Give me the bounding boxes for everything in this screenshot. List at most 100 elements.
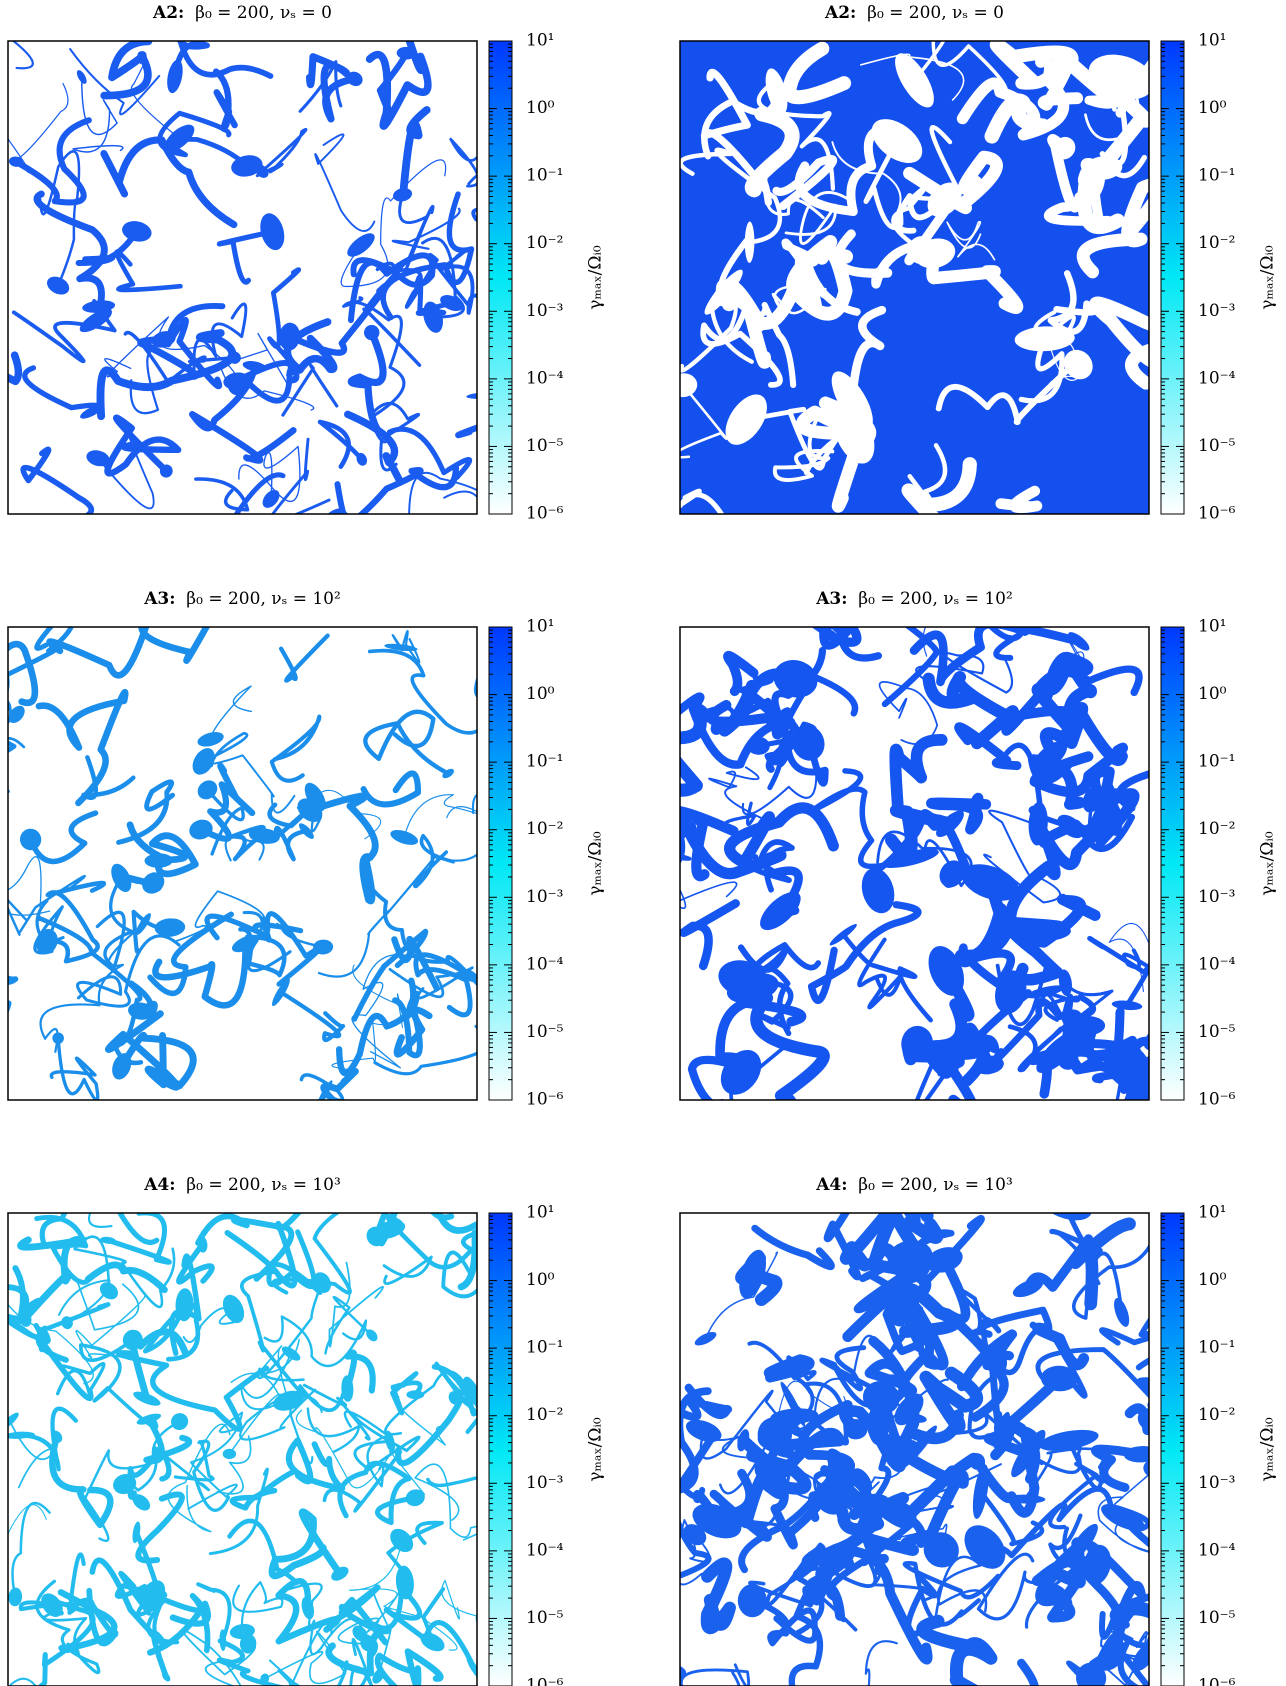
patch: [1178, 1355, 1225, 1399]
patch: [355, 1121, 388, 1145]
filament: [378, 1213, 477, 1247]
filament: [946, 220, 996, 261]
colorbar-tick-label: 10⁻⁵: [1198, 436, 1236, 456]
patch: [262, 489, 280, 508]
filament: [989, 41, 1079, 88]
patch: [900, 1425, 937, 1470]
filament: [55, 1361, 106, 1396]
filament: [715, 278, 767, 332]
patch: [1032, 740, 1068, 774]
filament: [224, 836, 265, 862]
filament: [819, 1345, 888, 1408]
filament: [35, 688, 129, 807]
filament: [8, 1504, 47, 1535]
filament: [371, 1585, 477, 1671]
filament: [373, 1024, 477, 1076]
filament: [233, 360, 294, 404]
filament: [327, 481, 348, 514]
patch: [526, 136, 550, 161]
patch: [440, 295, 464, 311]
patch: [862, 1380, 900, 1415]
filament: [976, 1552, 1069, 1629]
colorbar-tick-label: 10⁰: [526, 1270, 555, 1290]
patch: [725, 394, 767, 445]
filament: [1104, 1601, 1149, 1667]
filament: [1047, 270, 1099, 335]
colorbar-tick-label: 10⁰: [1198, 98, 1227, 118]
patch: [843, 1419, 868, 1440]
filament: [8, 640, 39, 707]
filament: [704, 1251, 778, 1340]
filament: [44, 880, 107, 964]
filament: [49, 1036, 100, 1100]
filament: [876, 830, 973, 888]
filament: [83, 1420, 181, 1542]
filament: [840, 932, 933, 1023]
filament: [720, 1043, 789, 1100]
filament: [700, 68, 773, 207]
filament: [18, 1552, 86, 1615]
filament: [365, 41, 432, 130]
filament: [324, 1295, 374, 1355]
filament: [786, 234, 854, 321]
patch: [1068, 1523, 1098, 1561]
filament: [281, 363, 339, 417]
patch: [228, 351, 241, 364]
filament: [935, 364, 1073, 425]
patch: [466, 392, 477, 399]
filament: [995, 921, 1049, 1027]
filament: [857, 937, 903, 1010]
colorbar-tick-label: 10⁻⁴: [526, 954, 564, 974]
patch: [685, 1419, 722, 1443]
filament: [1109, 1513, 1149, 1629]
patch: [372, 1220, 406, 1240]
filament: [143, 1416, 193, 1464]
colorbar-tick-label: 10⁻³: [1198, 301, 1235, 321]
patch: [0, 561, 9, 582]
filament: [367, 648, 477, 735]
filament: [723, 801, 757, 827]
colorbar-tick-label: 10⁻²: [526, 819, 563, 839]
filament: [765, 1411, 826, 1550]
filament: [1031, 1536, 1098, 1623]
patch: [760, 891, 801, 931]
filament: [372, 1588, 392, 1677]
filament: [34, 1214, 90, 1285]
patch: [973, 1055, 1004, 1075]
patch: [832, 403, 875, 464]
filament: [748, 1580, 858, 1632]
patch: [86, 450, 110, 467]
filament: [202, 731, 249, 768]
patch: [144, 853, 173, 868]
filament: [782, 41, 852, 105]
colorbar: [1160, 626, 1185, 1101]
filament: [36, 915, 144, 1066]
title-text: β₀ = 200, νₛ = 10³: [858, 1175, 1013, 1195]
patch: [304, 782, 326, 812]
patch: [509, 1446, 541, 1476]
patch: [175, 522, 193, 556]
patch: [1123, 1446, 1149, 1463]
patch: [171, 1413, 189, 1431]
filament: [232, 1581, 284, 1633]
filament: [212, 68, 238, 132]
colorbar-tick-label: 10⁻³: [1198, 1473, 1235, 1493]
filament: [264, 911, 323, 987]
patch: [1036, 1213, 1093, 1221]
filament: [788, 1571, 825, 1686]
title-text: β₀ = 200, νₛ = 0: [195, 3, 332, 23]
filament: [8, 672, 17, 753]
patch: [1115, 1006, 1125, 1020]
filament: [926, 792, 992, 835]
patch: [442, 768, 454, 779]
patch: [632, 1577, 663, 1597]
filament: [390, 1371, 423, 1416]
filament: [912, 41, 1008, 97]
filament: [680, 692, 796, 769]
title-text: β₀ = 200, νₛ = 0: [867, 3, 1004, 23]
filament: [298, 60, 343, 113]
patch: [613, 812, 671, 868]
filament: [255, 127, 308, 178]
patch: [8, 1431, 35, 1439]
filament: [306, 1407, 361, 1453]
